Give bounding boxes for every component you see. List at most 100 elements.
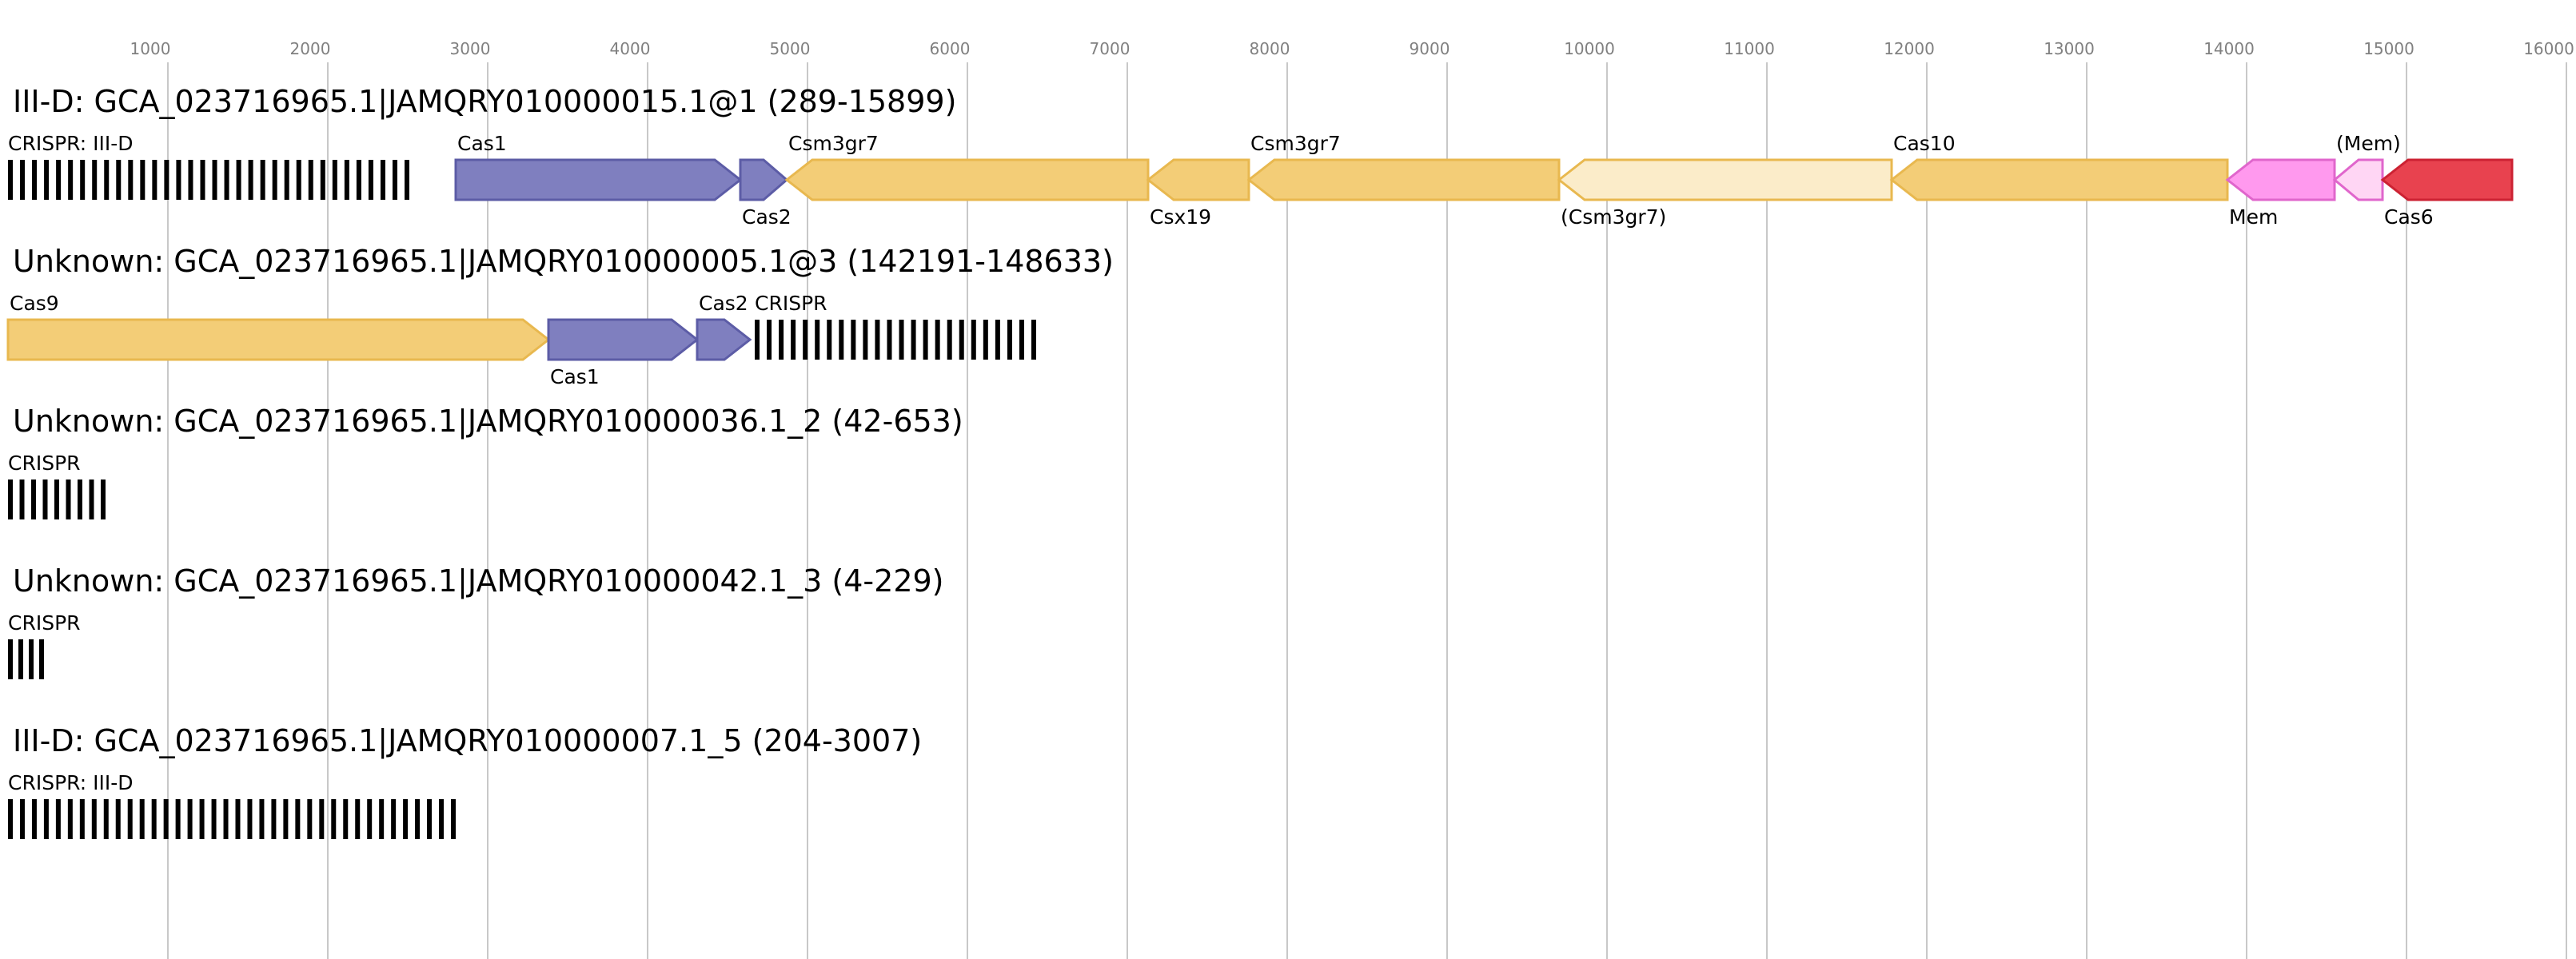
crispr-repeat [56, 160, 62, 200]
crispr-repeat [66, 480, 71, 519]
crispr-repeat [875, 320, 880, 360]
loci: III-D: GCA_023716965.1|JAMQRY010000015.1… [6, 84, 2514, 839]
grid-lines [167, 62, 2567, 959]
crispr-repeat [68, 160, 74, 200]
crispr-repeat [80, 160, 86, 200]
tick-label: 11000 [1724, 39, 1775, 58]
crispr-repeat [31, 480, 36, 519]
crispr-repeat [39, 639, 44, 679]
gene-cas2: Cas2 [739, 158, 792, 229]
gene-label: Cas9 [10, 292, 59, 315]
crispr-repeat [379, 799, 385, 839]
crispr-repeat [356, 160, 361, 200]
crispr-label: CRISPR: III-D [8, 771, 134, 794]
crispr-repeat [767, 320, 772, 360]
crispr-repeat [295, 799, 301, 839]
locus-row: Unknown: GCA_023716965.1|JAMQRY010000036… [8, 404, 963, 519]
crispr-repeat [971, 320, 976, 360]
crispr-repeat [791, 320, 796, 360]
crispr-repeat [236, 160, 241, 200]
crispr-repeat [439, 799, 445, 839]
crispr-repeat [79, 799, 85, 839]
crispr-repeat [187, 799, 193, 839]
locus-title: Unknown: GCA_023716965.1|JAMQRY010000042… [13, 563, 944, 599]
locus-row: Unknown: GCA_023716965.1|JAMQRY010000042… [8, 563, 944, 679]
axis-ticks: 1000 2000 3000 4000 5000 6000 7000 8000 9000 1000… [130, 39, 2574, 58]
crispr-label: CRISPR: III-D [8, 132, 134, 155]
locus-row: III-D: GCA_023716965.1|JAMQRY010000007.1… [8, 723, 922, 839]
locus-title: III-D: GCA_023716965.1|JAMQRY010000007.1… [13, 723, 922, 759]
crispr-repeat [200, 160, 205, 200]
crispr-repeat [863, 320, 868, 360]
crispr-repeat [211, 799, 217, 839]
crispr-repeat [29, 639, 34, 679]
tick-label: 9000 [1410, 39, 1450, 58]
crispr-repeat [405, 160, 409, 200]
crispr-repeat [319, 799, 325, 839]
crispr-repeat [427, 799, 433, 839]
crispr-repeat [247, 799, 253, 839]
gene-label: Cas10 [1893, 132, 1956, 155]
crispr-repeat [101, 480, 106, 519]
crispr-repeat [212, 160, 217, 200]
gene-label: Csm3gr7 [788, 132, 879, 155]
crispr-repeat [1019, 320, 1024, 360]
gene-arrow [1557, 158, 1893, 201]
gene-label: Cas6 [2384, 205, 2434, 229]
gene-arrow [2332, 158, 2384, 201]
crispr-repeat [44, 160, 50, 200]
crispr-repeat [42, 480, 48, 519]
crispr-repeat [103, 799, 109, 839]
crispr-repeat [331, 799, 337, 839]
gene-arrow [6, 318, 551, 361]
locus-row: III-D: GCA_023716965.1|JAMQRY010000015.1… [8, 84, 2514, 229]
crispr-repeat [380, 160, 385, 200]
gene-arrow [1889, 158, 2229, 201]
crispr-repeat [163, 799, 169, 839]
crispr-repeat [8, 480, 13, 519]
crispr-repeat [320, 160, 325, 200]
crispr-repeat [308, 160, 313, 200]
crispr-array: CRISPR [8, 452, 106, 519]
crispr-repeat [20, 160, 26, 200]
gene-label: Mem [2229, 205, 2278, 229]
tick-label: 13000 [2044, 39, 2095, 58]
gene-label: Csx19 [1150, 205, 1211, 229]
crispr-label: CRISPR [755, 292, 827, 315]
crispr-repeat [839, 320, 844, 360]
gene-arrow [2225, 158, 2336, 201]
crispr-repeat [139, 799, 145, 839]
crispr-repeat [284, 160, 289, 200]
gene-cas9: Cas9 [6, 292, 551, 361]
crispr-repeat [259, 799, 265, 839]
crispr-repeat [188, 160, 193, 200]
crispr-repeat [152, 160, 158, 200]
tick-label: 5000 [770, 39, 811, 58]
crispr-repeat [451, 799, 456, 839]
crispr-repeat [92, 160, 98, 200]
crispr-repeat [271, 799, 277, 839]
tick-label: 6000 [930, 39, 971, 58]
crispr-repeat [248, 160, 253, 200]
tick-label: 15000 [2363, 39, 2415, 58]
locus-row: Unknown: GCA_023716965.1|JAMQRY010000005… [6, 244, 1114, 388]
gene-cas1: Cas1 [454, 132, 743, 201]
tick-label: 1000 [130, 39, 171, 58]
crispr-array: CRISPR [755, 292, 1036, 360]
crispr-repeat [368, 160, 373, 200]
tick-label: 3000 [450, 39, 491, 58]
locus-title: Unknown: GCA_023716965.1|JAMQRY010000036… [13, 404, 963, 440]
crispr-repeat [199, 799, 205, 839]
gene-arrow [784, 158, 1150, 201]
gene-arrow [1146, 158, 1250, 201]
crispr-repeat [923, 320, 928, 360]
crispr-repeat [1007, 320, 1012, 360]
gene-csm3gr7: Csm3gr7 [1246, 132, 1561, 201]
crispr-repeat [175, 799, 181, 839]
crispr-label: CRISPR [8, 611, 81, 635]
crispr-repeat [415, 799, 421, 839]
tick-label: 14000 [2203, 39, 2255, 58]
crispr-repeat [367, 799, 373, 839]
crispr-repeat [176, 160, 181, 200]
crispr-array: CRISPR: III-D [8, 132, 409, 200]
